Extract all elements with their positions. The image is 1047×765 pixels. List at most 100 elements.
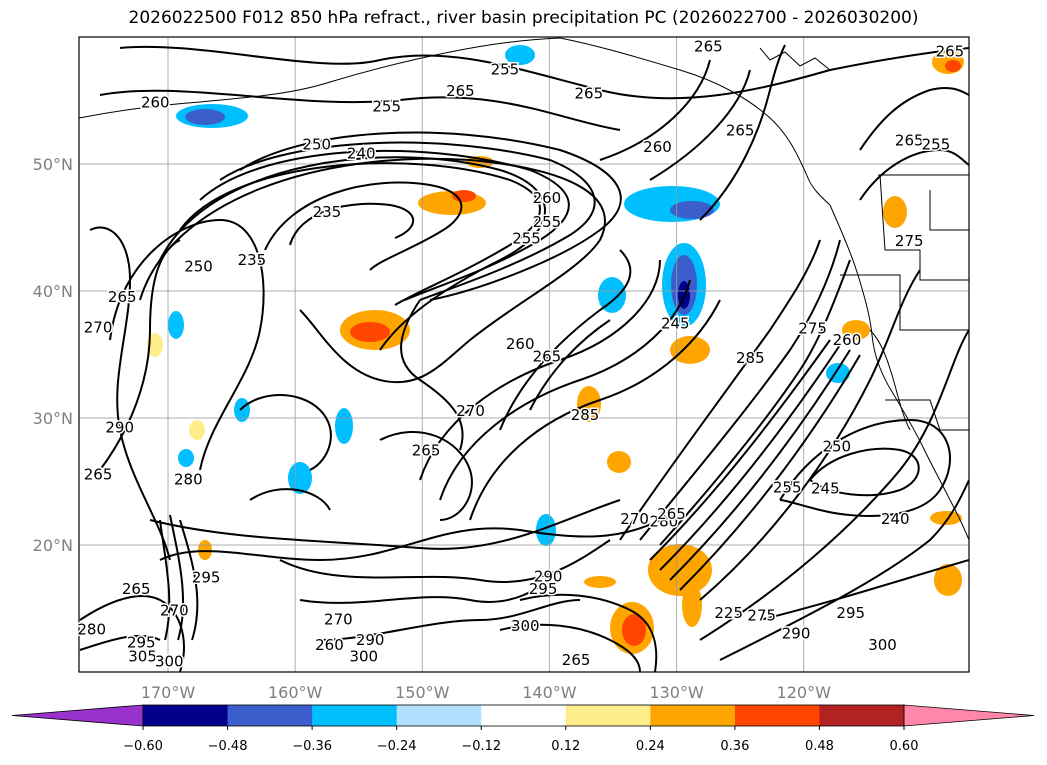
contour-label: 265 — [533, 348, 562, 366]
contour-label: 280 — [77, 621, 106, 639]
latitude-tick-label: 30°N — [33, 409, 73, 428]
longitude-tick-label: 130°W — [649, 683, 704, 702]
contour-label: 265 — [657, 505, 686, 523]
contour-label: 300 — [511, 617, 540, 635]
negative-anomaly-patch — [598, 277, 626, 313]
contour-label: 270 — [620, 510, 649, 528]
longitude-tick-label: 160°W — [268, 683, 323, 702]
axis-tick-labels: 20°N 30°N 40°N 50°N 170°W 160°W 150°W 140°W 130°… — [33, 155, 831, 702]
contour-label: 275 — [747, 607, 776, 625]
negative-anomaly-patch — [168, 311, 184, 339]
positive-anomaly-patch — [930, 511, 962, 525]
colorbar-tick-label: −0.60 — [123, 739, 163, 754]
map-frame — [78, 36, 970, 673]
longitude-tick-label: 170°W — [141, 683, 196, 702]
refractivity-contours — [79, 44, 969, 672]
positive-anomaly-patch — [670, 336, 710, 364]
contour-label: 260 — [833, 331, 862, 349]
contour-label: 270 — [456, 402, 485, 420]
contour-label: 275 — [798, 320, 827, 338]
colorbar-min-extension — [11, 704, 144, 727]
longitude-tick-label: 150°W — [395, 683, 450, 702]
colorbar-segment — [565, 705, 651, 726]
contour-label: 250 — [822, 438, 851, 456]
contour-label: 295 — [836, 604, 865, 622]
colorbar-tick-label: 0.60 — [890, 739, 919, 754]
contour-label: 255 — [533, 213, 562, 231]
longitude-tick-label: 120°W — [777, 683, 832, 702]
longitude-tick-label: 140°W — [522, 683, 577, 702]
contour-label: 300 — [868, 636, 897, 654]
contour-label: 255 — [491, 61, 520, 79]
colorbar-tick-label: 0.12 — [551, 739, 580, 754]
contour-label: 240 — [881, 510, 910, 528]
contour-label: 265 — [562, 651, 591, 669]
contour-label: 300 — [155, 652, 184, 670]
contour-label: 255 — [372, 97, 401, 115]
latitude-tick-label: 40°N — [33, 282, 73, 301]
colorbar-segment — [396, 705, 482, 726]
contour-label: 290 — [782, 624, 811, 642]
contour-label: 260 — [643, 138, 672, 156]
latitude-tick-label: 20°N — [33, 536, 73, 555]
contour-label: 295 — [192, 569, 221, 587]
contour-label: 245 — [811, 480, 840, 498]
negative-anomaly-patch — [505, 45, 535, 65]
colorbar: −0.60 −0.48 −0.36 −0.24 −0.12 0.12 0.24 0.36 0.4… — [11, 704, 1035, 754]
colorbar-tick-label: 0.48 — [805, 739, 834, 754]
contour-label: 255 — [512, 229, 541, 247]
chart-title: 2026022500 F012 850 hPa refract., river … — [128, 8, 919, 28]
positive-anomaly-patch — [883, 196, 907, 228]
positive-anomaly-patch — [189, 420, 205, 440]
positive-anomaly-patch — [842, 320, 870, 340]
contour-label: 255 — [773, 478, 802, 496]
contour-label: 265 — [412, 442, 441, 460]
colorbar-segment — [143, 705, 229, 726]
positive-anomaly-patch — [198, 540, 212, 560]
negative-anomaly-patch — [288, 462, 312, 494]
contour-label: 260 — [506, 335, 535, 353]
colorbar-tick-label: 0.24 — [636, 739, 665, 754]
contour-label: 270 — [160, 602, 189, 620]
contour-label: 260 — [315, 636, 344, 654]
colorbar-segment — [227, 705, 313, 726]
contour-label: 255 — [922, 135, 951, 153]
positive-anomaly-patch — [147, 333, 163, 357]
negative-anomaly-patch — [335, 408, 353, 444]
contour-label: 265 — [936, 43, 965, 61]
positive-anomaly-core — [350, 322, 390, 342]
colorbar-segment — [819, 705, 905, 726]
latitude-tick-label: 50°N — [33, 155, 73, 174]
contour-label: 280 — [650, 513, 679, 531]
positive-anomaly-patch — [934, 564, 962, 596]
coastlines — [79, 37, 969, 541]
contour-label: 235 — [313, 203, 342, 221]
colorbar-tick-label: 0.36 — [720, 739, 749, 754]
positive-anomaly-core — [945, 60, 961, 72]
negative-anomaly-core — [670, 201, 714, 219]
contour-label: 265 — [694, 38, 723, 56]
contour-label: 225 — [714, 604, 743, 622]
colorbar-segment — [481, 705, 567, 726]
contour-label: 300 — [349, 647, 378, 665]
colorbar-tick-label: −0.12 — [461, 739, 501, 754]
positive-anomaly-patch — [584, 576, 616, 588]
contour-label: 295 — [529, 580, 558, 598]
contour-label: 250 — [184, 257, 213, 275]
contour-label: 245 — [661, 315, 690, 333]
positive-anomaly-patch — [682, 583, 702, 627]
negative-anomaly-core — [185, 109, 225, 125]
contour-label: 280 — [174, 471, 203, 489]
contour-label: 285 — [736, 349, 765, 367]
contour-label: 265 — [108, 288, 137, 306]
contour-label: 290 — [534, 567, 563, 585]
contour-label: 260 — [533, 189, 562, 207]
colorbar-max-extension — [903, 704, 1035, 727]
contour-label: 290 — [356, 631, 385, 649]
negative-anomaly-patch — [178, 449, 194, 467]
contour-label: 240 — [347, 144, 376, 162]
contour-label: 275 — [895, 232, 924, 250]
contour-label: 250 — [302, 135, 331, 153]
colorbar-frame — [142, 704, 905, 727]
